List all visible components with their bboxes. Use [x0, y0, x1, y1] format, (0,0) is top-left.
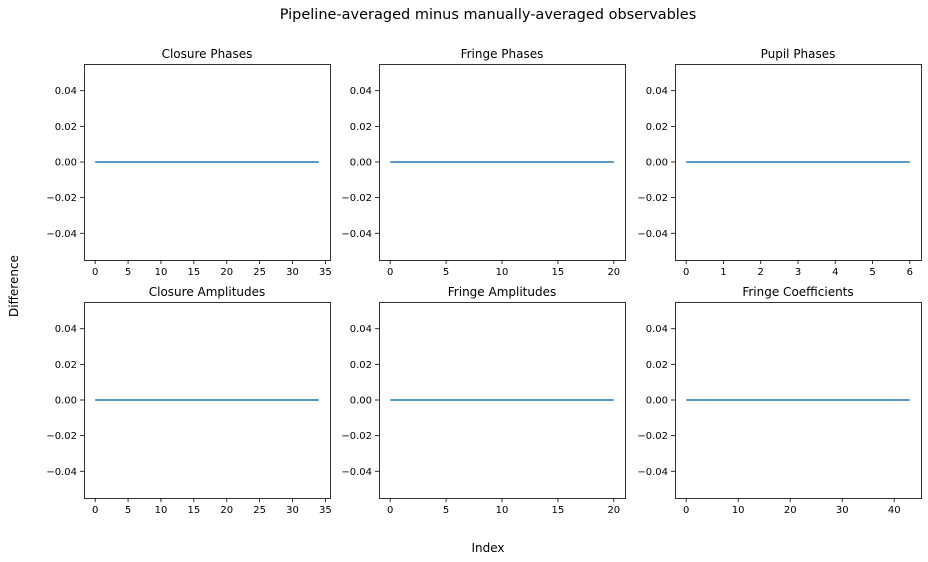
- figure-x-label: Index: [471, 541, 504, 555]
- x-tick-label: 0: [92, 505, 98, 516]
- axes-frame: [84, 64, 331, 261]
- x-tick-label: 10: [155, 505, 168, 516]
- subplot-6: Fringe Coefficients 0 10 20 30 40 0.04 0.02 0.00…: [637, 285, 922, 516]
- x-tick-label: 2: [758, 267, 764, 278]
- y-tick-label: 0.02: [646, 122, 668, 133]
- subplot-title: Fringe Amplitudes: [448, 285, 556, 299]
- subplot-title: Fringe Coefficients: [742, 285, 853, 299]
- subplot-title: Fringe Phases: [461, 47, 544, 61]
- x-tick-label: 30: [836, 505, 849, 516]
- y-tick-label: 0.00: [55, 158, 77, 169]
- subplot-2: Fringe Phases 0 5 10 15 20 0.04 0.02 0.00 −0.02 −0…: [341, 47, 626, 278]
- y-tick-label: 0.02: [55, 360, 77, 371]
- x-tick-label: 0: [92, 267, 98, 278]
- x-tick-label: 25: [253, 505, 266, 516]
- x-tick-label: 30: [286, 505, 299, 516]
- y-tick-label: 0.02: [350, 122, 372, 133]
- y-tick-label: −0.04: [46, 467, 77, 478]
- x-tick-label: 4: [832, 267, 838, 278]
- y-tick-label: 0.02: [646, 360, 668, 371]
- y-tick-label: 0.00: [646, 158, 668, 169]
- subplot-1: Closure Phases 0 5 10 15 20 25 30 35 0.04 0.02 0.00…: [46, 47, 331, 278]
- y-tick-label: −0.04: [341, 229, 372, 240]
- x-tick-label: 20: [607, 505, 620, 516]
- y-tick-label: −0.04: [637, 229, 668, 240]
- x-tick-label: 0: [683, 505, 689, 516]
- y-tick-label: −0.02: [637, 431, 668, 442]
- figure-y-label: Difference: [7, 255, 21, 317]
- x-tick-label: 30: [286, 267, 299, 278]
- x-tick-label: 0: [387, 505, 393, 516]
- y-tick-label: 0.00: [350, 396, 372, 407]
- x-tick-label: 10: [496, 267, 509, 278]
- x-tick-label: 6: [907, 267, 913, 278]
- y-tick-label: −0.02: [46, 193, 77, 204]
- y-tick-label: −0.02: [637, 193, 668, 204]
- y-tick-label: −0.04: [46, 229, 77, 240]
- x-tick-label: 1: [720, 267, 726, 278]
- y-tick-label: 0.04: [55, 324, 77, 335]
- y-tick-label: 0.00: [55, 396, 77, 407]
- y-tick-label: 0.00: [350, 158, 372, 169]
- y-tick-label: −0.02: [46, 431, 77, 442]
- subplot-3: Pupil Phases 0 1 2 3 4 5 6 0.04 0.02 0.00 −0.02 −0.0…: [637, 47, 922, 278]
- subplot-5: Fringe Amplitudes 0 5 10 15 20 0.04 0.02 0.00 −0.…: [341, 285, 626, 516]
- x-tick-label: 20: [607, 267, 620, 278]
- x-tick-label: 5: [125, 505, 131, 516]
- x-tick-label: 0: [683, 267, 689, 278]
- figure-title: Pipeline-averaged minus manually-average…: [280, 7, 697, 23]
- subplot-title: Pupil Phases: [761, 47, 836, 61]
- axes-frame: [675, 64, 922, 261]
- y-tick-label: 0.04: [646, 324, 668, 335]
- x-tick-label: 20: [220, 267, 233, 278]
- subplot-title: Closure Amplitudes: [149, 285, 266, 299]
- axes-frame: [379, 64, 626, 261]
- y-tick-label: −0.04: [637, 467, 668, 478]
- y-tick-label: −0.04: [341, 467, 372, 478]
- subplot-title: Closure Phases: [162, 47, 253, 61]
- y-tick-label: 0.00: [646, 396, 668, 407]
- y-tick-label: 0.04: [646, 86, 668, 97]
- x-tick-label: 5: [125, 267, 131, 278]
- x-tick-label: 10: [496, 505, 509, 516]
- x-tick-label: 15: [552, 505, 565, 516]
- x-tick-label: 15: [187, 267, 200, 278]
- x-tick-label: 5: [443, 267, 449, 278]
- x-tick-label: 25: [253, 267, 266, 278]
- y-tick-label: 0.04: [55, 86, 77, 97]
- y-tick-label: 0.02: [55, 122, 77, 133]
- x-tick-label: 5: [869, 267, 875, 278]
- y-tick-label: −0.02: [341, 193, 372, 204]
- x-tick-label: 10: [732, 505, 745, 516]
- x-tick-label: 3: [795, 267, 801, 278]
- x-tick-label: 15: [187, 505, 200, 516]
- x-tick-label: 20: [784, 505, 797, 516]
- x-tick-label: 15: [552, 267, 565, 278]
- x-tick-label: 0: [387, 267, 393, 278]
- axes-frame: [379, 302, 626, 499]
- y-tick-label: 0.04: [350, 324, 372, 335]
- x-tick-label: 20: [220, 505, 233, 516]
- x-tick-label: 35: [319, 505, 332, 516]
- y-tick-label: 0.04: [350, 86, 372, 97]
- axes-frame: [675, 302, 922, 499]
- subplot-4: Closure Amplitudes 0 5 10 15 20 25 30 35 0.04 0.02…: [46, 285, 331, 516]
- x-tick-label: 35: [319, 267, 332, 278]
- y-tick-label: 0.02: [350, 360, 372, 371]
- axes-frame: [84, 302, 331, 499]
- y-tick-label: −0.02: [341, 431, 372, 442]
- x-tick-label: 10: [155, 267, 168, 278]
- x-tick-label: 5: [443, 505, 449, 516]
- x-tick-label: 40: [888, 505, 901, 516]
